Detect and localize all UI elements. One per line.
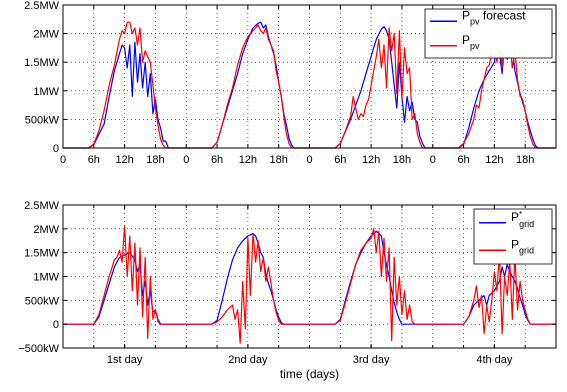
legend-entry-p-grid: P* grid <box>511 210 534 229</box>
y-tick-label: 0 <box>53 319 59 331</box>
x-tick-label: 12h <box>485 154 503 166</box>
legend: Ppv forecast Ppv <box>424 8 553 59</box>
x-tick-label: 18h <box>516 154 534 166</box>
legend-entry-p-pv: Ppv <box>462 33 480 51</box>
y-tick-label: 2.5MW <box>24 0 59 12</box>
x-tick-label: 2nd day <box>228 354 268 366</box>
legend-entry-p-grid: Pgrid <box>511 237 534 255</box>
y-tick-label: 1.5MW <box>24 57 59 69</box>
x-tick-label: 12h <box>362 154 380 166</box>
x-tick-label: 6h <box>334 154 346 166</box>
pv-chart: 0 6h 12h 18h 0 6h 12h 18h 0 6h 12h 18h 0 6h 12h 18h 0 500… <box>24 0 557 166</box>
legend: P* grid Pgrid <box>473 208 553 265</box>
y-tick-label: 0 <box>53 143 59 155</box>
x-tick-label: 18h <box>393 154 411 166</box>
x-axis-label: time (days) <box>280 367 339 381</box>
x-tick-label: 3rd day <box>353 354 390 366</box>
y-tick-label: 1.5MW <box>24 248 59 260</box>
y-tick-label: 1MW <box>33 272 59 284</box>
x-tick-label: 18h <box>146 154 164 166</box>
x-tick-label: 4th day <box>476 354 513 366</box>
x-tick-label: 6h <box>457 154 469 166</box>
x-tick-label: 1st day <box>107 354 143 366</box>
x-tick-label: 12h <box>239 154 257 166</box>
grid-chart: 1st day 2nd day 3rd day 4th day −500kW 0 500kW… <box>18 200 557 381</box>
x-tick-label: 0 <box>60 154 66 166</box>
y-tick-label: 2MW <box>33 29 59 41</box>
series-line-p-grid <box>63 225 556 344</box>
y-tick-label: 500kW <box>25 295 60 307</box>
y-tick-label: 500kW <box>25 114 60 126</box>
x-tick-label: 0 <box>306 154 312 166</box>
x-tick-label: 18h <box>270 154 288 166</box>
x-tick-label: 0 <box>183 154 189 166</box>
y-tick-label: 2.5MW <box>24 200 59 212</box>
y-tick-label: 2MW <box>33 224 59 236</box>
y-tick-label: −500kW <box>18 343 59 355</box>
legend-entry-p-pv-forecast: Ppv forecast <box>462 8 526 26</box>
series-line-p-pv <box>63 21 556 149</box>
legend-box <box>424 8 553 59</box>
x-tick-label: 6h <box>88 154 100 166</box>
legend-box <box>473 208 553 265</box>
x-tick-label: 6h <box>211 154 223 166</box>
x-tick-label: 0 <box>430 154 436 166</box>
x-tick-label: 12h <box>115 154 133 166</box>
y-tick-label: 1MW <box>33 86 59 98</box>
